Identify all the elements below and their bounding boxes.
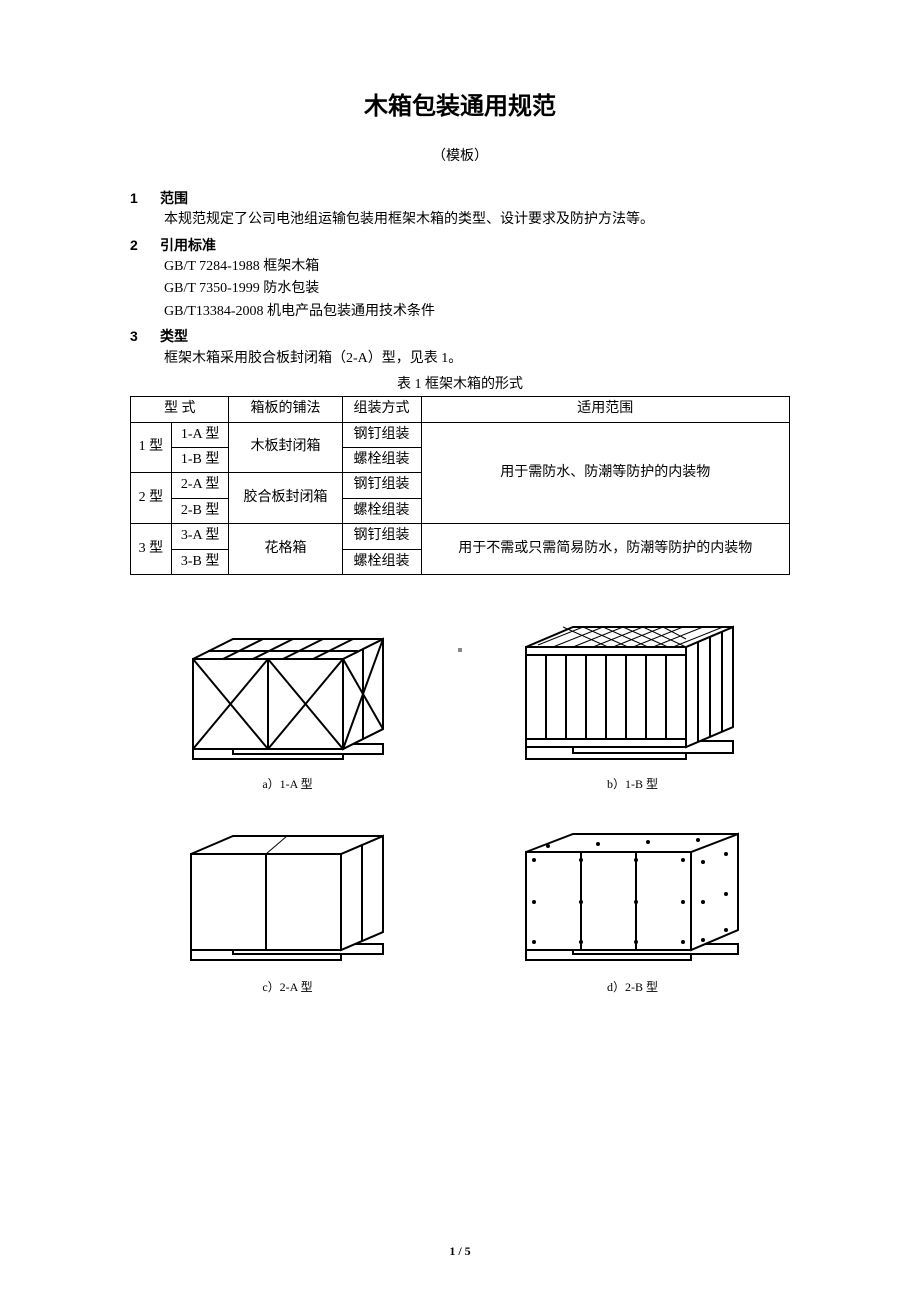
cell-asm-1b: 螺栓组装 bbox=[342, 448, 421, 473]
ref-line-2: GB/T 7350-1999 防水包装 bbox=[164, 278, 790, 300]
figure-d: d）2-B 型 bbox=[475, 812, 790, 997]
th-type: 型 式 bbox=[131, 397, 229, 422]
figure-row-1: a）1-A 型 bbox=[130, 599, 790, 794]
crate-1b-icon bbox=[508, 599, 758, 769]
th-scope: 适用范围 bbox=[421, 397, 789, 422]
section-1-title: 范围 bbox=[160, 190, 188, 206]
cell-1a: 1-A 型 bbox=[171, 422, 229, 447]
figure-c: c）2-A 型 bbox=[130, 812, 445, 997]
section-3-head: 3类型 bbox=[130, 325, 790, 347]
section-2-num: 2 bbox=[130, 234, 160, 256]
cell-asm-2a: 钢钉组装 bbox=[342, 473, 421, 498]
types-table: 型 式 箱板的铺法 组装方式 适用范围 1 型 1-A 型 木板封闭箱 钢钉组装… bbox=[130, 396, 790, 575]
th-assembly: 组装方式 bbox=[342, 397, 421, 422]
cell-type2: 2 型 bbox=[131, 473, 172, 524]
figure-b: b）1-B 型 bbox=[475, 599, 790, 794]
cell-scope12: 用于需防水、防潮等防护的内装物 bbox=[421, 422, 789, 524]
cell-lay1: 木板封闭箱 bbox=[229, 422, 342, 473]
section-1-num: 1 bbox=[130, 187, 160, 209]
cell-asm-3a: 钢钉组装 bbox=[342, 524, 421, 549]
decorative-dot bbox=[458, 648, 462, 652]
table-caption: 表 1 框架木箱的形式 bbox=[130, 374, 790, 396]
table-row: 1 型 1-A 型 木板封闭箱 钢钉组装 用于需防水、防潮等防护的内装物 bbox=[131, 422, 790, 447]
page-title: 木箱包装通用规范 bbox=[130, 88, 790, 126]
cell-1b: 1-B 型 bbox=[171, 448, 229, 473]
figure-c-caption: c）2-A 型 bbox=[130, 978, 445, 997]
th-layout: 箱板的铺法 bbox=[229, 397, 342, 422]
cell-3a: 3-A 型 bbox=[171, 524, 229, 549]
cell-type1: 1 型 bbox=[131, 422, 172, 473]
figure-a: a）1-A 型 bbox=[130, 609, 445, 794]
cell-2b: 2-B 型 bbox=[171, 498, 229, 523]
crate-2b-icon bbox=[508, 812, 758, 972]
section-1-head: 1范围 bbox=[130, 187, 790, 209]
cell-2a: 2-A 型 bbox=[171, 473, 229, 498]
ref-line-1: GB/T 7284-1988 框架木箱 bbox=[164, 256, 790, 278]
cell-scope3: 用于不需或只需简易防水，防潮等防护的内装物 bbox=[421, 524, 789, 575]
section-1-body: 本规范规定了公司电池组运输包装用框架木箱的类型、设计要求及防护方法等。 bbox=[164, 209, 790, 231]
figure-a-caption: a）1-A 型 bbox=[130, 775, 445, 794]
section-2-head: 2引用标准 bbox=[130, 234, 790, 256]
subtitle: （模板） bbox=[130, 146, 790, 168]
table-row: 3 型 3-A 型 花格箱 钢钉组装 用于不需或只需简易防水，防潮等防护的内装物 bbox=[131, 524, 790, 549]
table-header-row: 型 式 箱板的铺法 组装方式 适用范围 bbox=[131, 397, 790, 422]
figures-block: a）1-A 型 bbox=[130, 599, 790, 997]
page-footer: 1 / 5 bbox=[0, 1242, 920, 1261]
cell-asm-2b: 螺栓组装 bbox=[342, 498, 421, 523]
cell-lay3: 花格箱 bbox=[229, 524, 342, 575]
cell-type3: 3 型 bbox=[131, 524, 172, 575]
cell-lay2: 胶合板封闭箱 bbox=[229, 473, 342, 524]
section-3-title: 类型 bbox=[160, 328, 188, 344]
figure-row-2: c）2-A 型 bbox=[130, 812, 790, 997]
cell-asm-3b: 螺栓组装 bbox=[342, 549, 421, 574]
figure-b-caption: b）1-B 型 bbox=[475, 775, 790, 794]
document-page: 木箱包装通用规范 （模板） 1范围 本规范规定了公司电池组运输包装用框架木箱的类… bbox=[0, 0, 920, 1301]
section-3-body: 框架木箱采用胶合板封闭箱（2-A）型，见表 1。 bbox=[164, 348, 790, 370]
figure-d-caption: d）2-B 型 bbox=[475, 978, 790, 997]
cell-asm-1a: 钢钉组装 bbox=[342, 422, 421, 447]
crate-2a-icon bbox=[173, 812, 403, 972]
section-2-title: 引用标准 bbox=[160, 237, 216, 253]
ref-line-3: GB/T13384-2008 机电产品包装通用技术条件 bbox=[164, 301, 790, 323]
crate-1a-icon bbox=[173, 609, 403, 769]
section-3-num: 3 bbox=[130, 325, 160, 347]
cell-3b: 3-B 型 bbox=[171, 549, 229, 574]
